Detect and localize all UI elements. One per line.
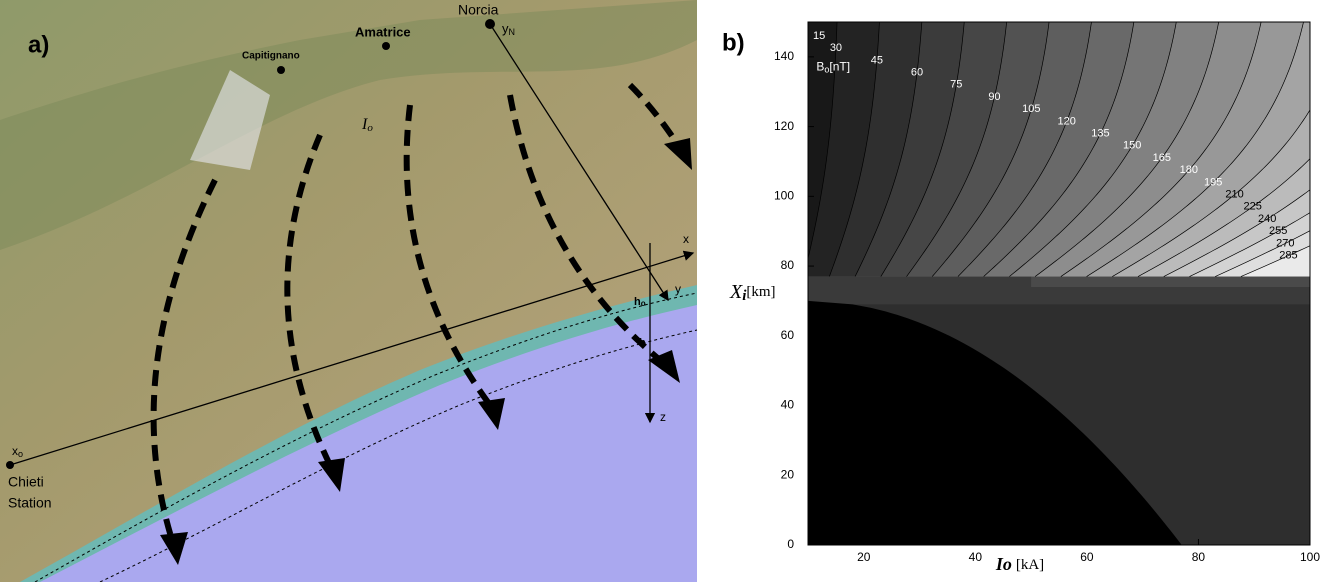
contour-label: 135	[1091, 127, 1109, 139]
y-tick-label: 20	[781, 467, 795, 481]
y-axis-title: Xi[km]	[729, 281, 776, 305]
panel-label: b)	[722, 29, 745, 56]
contour-label: 285	[1279, 250, 1297, 262]
x-tick-label: 40	[969, 550, 983, 564]
y-tick-label: 120	[774, 119, 794, 133]
place-label: Capitignano	[242, 51, 300, 62]
contour-label: 255	[1269, 225, 1287, 237]
z-label: z	[660, 410, 666, 424]
contour-label: 45	[871, 54, 883, 66]
place-label: Amatrice	[355, 24, 411, 39]
contour-label: 165	[1153, 152, 1171, 164]
y-tick-label: 80	[781, 258, 795, 272]
chieti-dot	[6, 461, 14, 469]
y-tick-label: 60	[781, 328, 795, 342]
contour-label: 150	[1123, 140, 1141, 152]
station-label: Station	[8, 495, 52, 511]
contour-label: 195	[1204, 176, 1222, 188]
x-axis-label: x	[683, 232, 689, 246]
place-label: Norcia	[458, 2, 499, 18]
contour-label: 225	[1243, 201, 1261, 213]
y-tick-label: 40	[781, 398, 795, 412]
legend-unit: [nT]	[829, 59, 850, 73]
contour-label: 270	[1276, 237, 1294, 249]
contour-label: 120	[1058, 115, 1076, 127]
panel-label: a)	[28, 31, 49, 58]
y-axis-title-unit: [km]	[746, 284, 775, 300]
panel-b: 1530456075901051201351501651801952102252…	[729, 22, 1325, 574]
panel-a: a) Norcia Amatrice Capitignano Io yN x y…	[0, 0, 697, 582]
contour-label: 60	[911, 66, 923, 78]
x-axis-title-var: Io	[995, 554, 1012, 574]
amatrice-dot	[382, 42, 390, 50]
contour-label: 15	[813, 30, 825, 42]
legend: Bo[nT]	[816, 59, 850, 74]
contour-label: 180	[1180, 164, 1198, 176]
x-tick-label: 60	[1080, 550, 1094, 564]
x-axis-title-unit: [kA]	[1016, 557, 1044, 573]
plot-area	[778, 22, 1325, 545]
x-tick-label: 100	[1300, 550, 1320, 564]
y-tick-label: 0	[787, 537, 794, 551]
contour-label: 75	[950, 79, 962, 91]
figure: a) Norcia Amatrice Capitignano Io yN x y…	[0, 0, 1325, 582]
legend-var: B	[816, 59, 824, 73]
contour-label: 30	[830, 42, 842, 54]
y-tick-label: 140	[774, 49, 794, 63]
h-label: h	[639, 337, 646, 349]
y-tick-label: 100	[774, 189, 794, 203]
contour-label: 90	[988, 91, 1000, 103]
x-tick-label: 20	[857, 550, 871, 564]
y-axis-label: y	[675, 282, 681, 296]
x-axis-title: Io[kA]	[995, 554, 1044, 574]
station-label: Chieti	[8, 474, 44, 490]
contour-label: 210	[1225, 188, 1243, 200]
capitignano-dot	[277, 66, 285, 74]
norcia-dot	[485, 19, 495, 29]
lower-band	[1031, 277, 1325, 287]
x-tick-label: 80	[1192, 550, 1206, 564]
contour-label: 240	[1258, 213, 1276, 225]
contour-label: 105	[1022, 103, 1040, 115]
y-axis-title-var: X	[729, 281, 743, 303]
